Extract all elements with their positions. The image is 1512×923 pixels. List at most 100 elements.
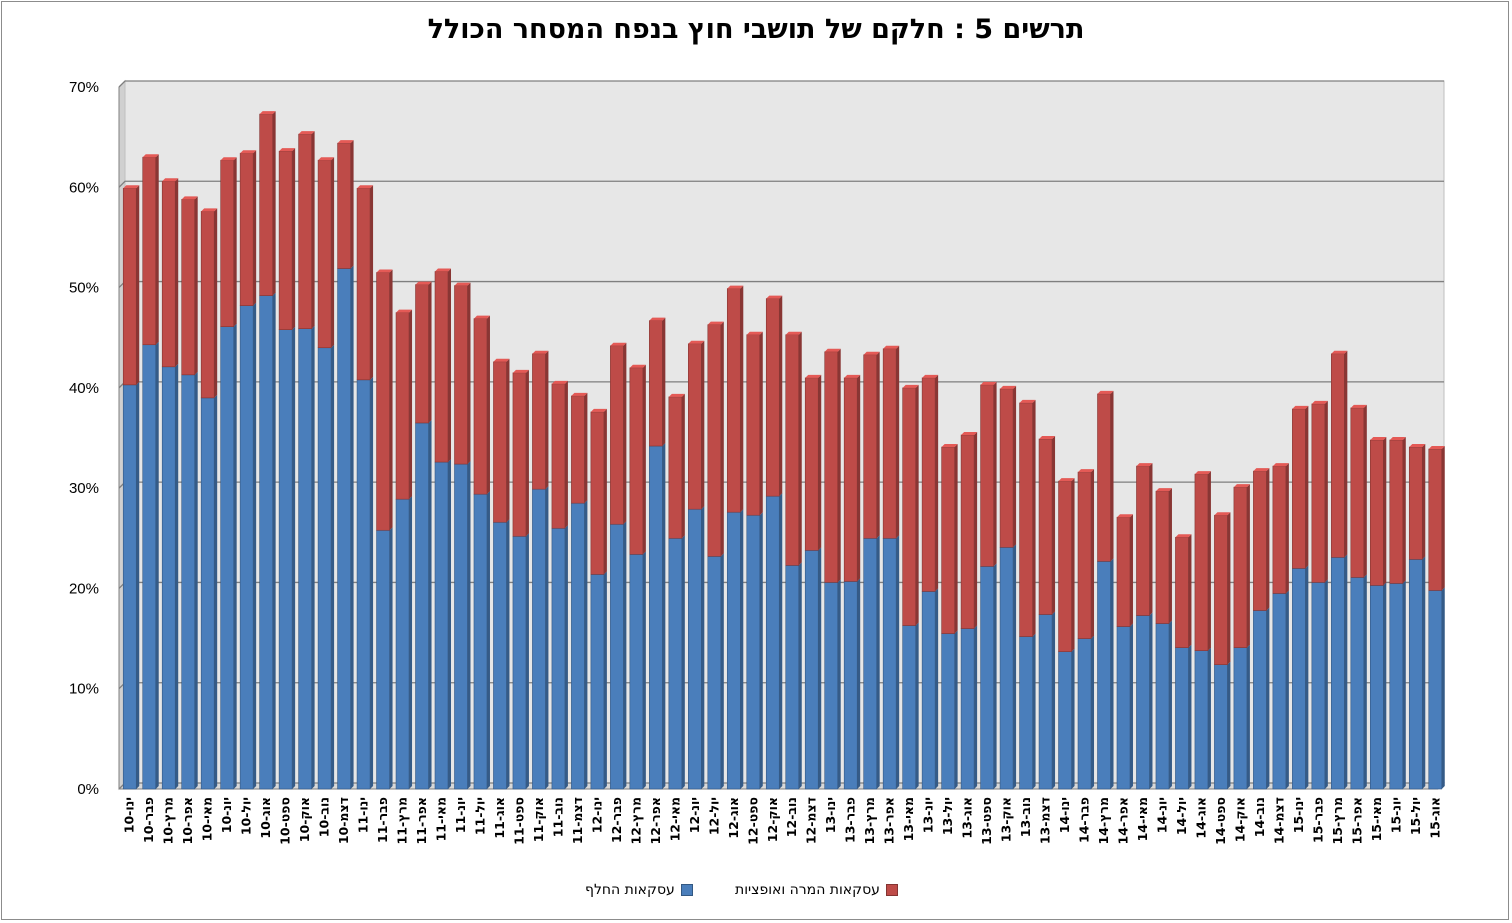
bar-swap [902, 622, 919, 790]
gridline [118, 80, 1444, 88]
y-tick-label: 10% [69, 681, 99, 698]
bar-conversion-options [493, 358, 510, 523]
x-tick-label: מאי-11 [434, 797, 449, 841]
y-tick-label: 70% [69, 79, 99, 96]
bar-swap [590, 571, 607, 790]
bar-swap [1038, 611, 1056, 790]
bar-conversion-options [122, 185, 140, 386]
y-tick-label: 20% [69, 580, 99, 597]
bar-swap [512, 533, 529, 790]
x-tick-label: מרץ-13 [862, 797, 877, 844]
bar-swap [960, 625, 978, 790]
x-tick-label: יונ-11 [453, 797, 468, 833]
y-tick-label: 40% [69, 380, 99, 397]
bars [122, 111, 1445, 790]
x-tick-label: דצמ-14 [1271, 797, 1286, 844]
bar-swap [551, 525, 568, 790]
bar-swap [1428, 587, 1445, 790]
bar-conversion-options [1175, 534, 1192, 648]
bar-conversion-options [1389, 437, 1406, 584]
bar-swap [473, 491, 490, 790]
bar-conversion-options [551, 380, 568, 529]
chart-title: תרשים 5 : חלקם של תושבי חוץ בנפח המסחר ה… [427, 14, 1085, 45]
bar-conversion-options [161, 178, 179, 368]
bar-conversion-options [200, 208, 218, 399]
bar-swap [1136, 612, 1153, 790]
bar-swap [1019, 633, 1036, 790]
x-tick-label: ינו-15 [1291, 797, 1306, 833]
x-tick-label: פבר-12 [609, 797, 624, 843]
x-tick-label: ינו-10 [122, 797, 137, 833]
x-tick-label: ינו-14 [1057, 797, 1072, 833]
bar-conversion-options [863, 351, 880, 539]
bar-conversion-options [142, 154, 159, 346]
x-tick-label: יול-10 [239, 797, 254, 835]
bar-conversion-options [278, 148, 296, 330]
x-tick-label: אפר-13 [882, 797, 897, 844]
x-tick-label: ינו-12 [589, 797, 604, 833]
bar-conversion-options [843, 374, 861, 582]
x-tick-label: יונ-12 [687, 797, 702, 833]
bar-conversion-options [259, 111, 276, 296]
bar-conversion-options [785, 331, 802, 566]
x-tick-label: ספט-11 [511, 797, 526, 845]
bar-conversion-options [512, 369, 529, 537]
bar-conversion-options [1038, 436, 1056, 615]
bar-conversion-options [980, 381, 997, 567]
x-tick-label: דצמ-11 [570, 797, 585, 844]
x-tick-label: יונ-10 [219, 797, 234, 833]
bar-swap [239, 302, 257, 790]
bar-conversion-options [590, 408, 607, 575]
bar-conversion-options [1253, 468, 1270, 611]
x-tick-label: אוג-11 [492, 797, 507, 839]
bar-conversion-options [1058, 478, 1075, 652]
bar-conversion-options [1155, 488, 1172, 624]
bar-swap [259, 292, 276, 790]
x-tick-label: דצמ-13 [1038, 797, 1053, 844]
bar-conversion-options [298, 131, 315, 329]
bar-conversion-options [1077, 469, 1095, 639]
bar-swap [980, 563, 997, 790]
bar-conversion-options [629, 364, 646, 555]
bar-swap [1233, 644, 1250, 790]
bar-conversion-options [649, 317, 666, 447]
x-tick-label: יונ-13 [921, 797, 936, 833]
bar-swap [395, 496, 413, 790]
bar-conversion-options [707, 321, 724, 557]
y-tick-label: 60% [69, 179, 99, 196]
bar-swap [1370, 582, 1387, 790]
x-tick-label: אוג-10 [258, 797, 273, 839]
bar-conversion-options [395, 309, 413, 500]
bar-swap [707, 553, 724, 790]
bar-conversion-options [804, 374, 822, 551]
bar-conversion-options [571, 392, 588, 504]
x-tick-label: נוב-12 [784, 797, 799, 837]
bar-swap [863, 535, 880, 790]
x-tick-label: מאי-12 [667, 797, 682, 841]
x-tick-label: יול-12 [706, 797, 721, 835]
x-tick-label: יול-13 [940, 797, 955, 835]
bar-swap [1175, 644, 1192, 790]
x-tick-label: מרץ-15 [1330, 797, 1345, 844]
bar-conversion-options [376, 269, 393, 531]
y-tick-label: 30% [69, 480, 99, 497]
x-tick-label: אוק-13 [999, 797, 1014, 842]
bar-swap [161, 363, 179, 790]
legend-label-swap: עסקאות החלף [585, 882, 675, 898]
bar-conversion-options [999, 385, 1017, 548]
bar-swap [142, 341, 159, 790]
x-tick-label: אוק-12 [765, 797, 780, 842]
y-tick-label: 50% [69, 280, 99, 297]
x-tick-label: מרץ-14 [1096, 797, 1111, 844]
x-tick-label: מאי-10 [200, 797, 215, 841]
bar-conversion-options [473, 315, 490, 495]
bar-conversion-options [434, 268, 452, 463]
x-tick-label: מאי-15 [1369, 797, 1384, 841]
bar-swap [804, 547, 822, 790]
x-tick-label: אפר-14 [1115, 797, 1130, 844]
x-tick-label: מרץ-11 [395, 797, 410, 844]
bar-conversion-options [1292, 405, 1309, 569]
bar-swap [434, 459, 452, 790]
bar-swap [1116, 623, 1133, 790]
